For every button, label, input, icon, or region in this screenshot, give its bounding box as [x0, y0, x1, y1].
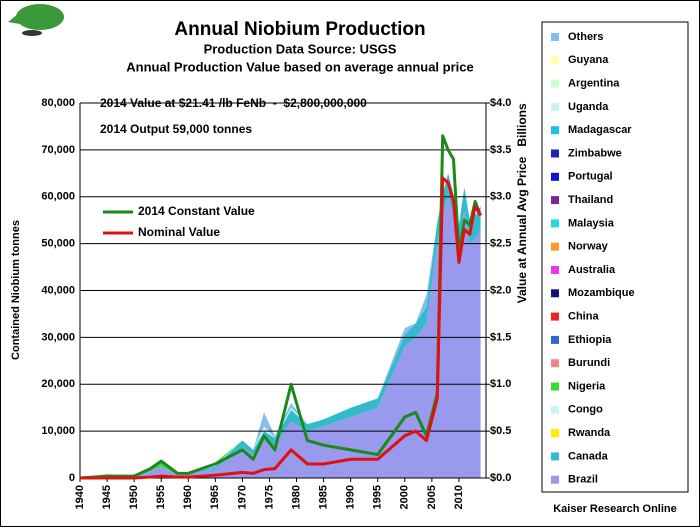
y-tick-label: 40,000 — [41, 284, 75, 296]
y-tick-label: 80,000 — [41, 97, 75, 109]
y2-tick-label: $1.5 — [490, 331, 511, 343]
legend-label: Canada — [568, 450, 609, 462]
legend-swatch — [551, 196, 559, 205]
legend-label: Uganda — [568, 101, 609, 113]
y-tick-label: 70,000 — [41, 144, 75, 156]
legend-swatch — [551, 429, 559, 438]
x-tick-label: 1995 — [372, 485, 384, 509]
y2-tick-label: $2.5 — [490, 238, 511, 250]
line — [79, 134, 482, 480]
legend-swatch — [551, 219, 559, 228]
y2-unit: Billions — [515, 103, 529, 147]
x-tick-label: 1955 — [155, 485, 167, 509]
y-tick-label: 20,000 — [41, 378, 75, 390]
legend-label: Mozambique — [568, 287, 635, 299]
y-tick-label: 0 — [69, 472, 75, 484]
legend-label: Congo — [568, 404, 603, 416]
legend-swatch — [551, 126, 559, 135]
y-axis-label: Contained Niobium tonnes — [10, 220, 22, 360]
legend-label: Australia — [568, 264, 616, 276]
legend-label: Burundi — [568, 357, 610, 369]
x-tick-label: 1965 — [209, 485, 221, 509]
line — [80, 176, 482, 480]
y2-tick-label: $3.0 — [490, 191, 511, 203]
x-tick-label: 1980 — [290, 485, 302, 509]
x-tick-label: 1960 — [182, 485, 194, 509]
legend-label: China — [568, 311, 599, 323]
y-tick-label: 30,000 — [41, 331, 75, 343]
legend-label: 2014 Constant Value — [138, 204, 255, 218]
x-tick-label: 2010 — [453, 485, 465, 509]
legend-label: Norway — [568, 241, 609, 253]
chart-title: Annual Niobium Production — [174, 19, 425, 40]
subtitle: Annual Production Value based on average… — [126, 59, 473, 74]
logo — [8, 4, 64, 36]
x-tick-label: 1940 — [74, 485, 86, 509]
legend-swatch — [551, 452, 559, 461]
subtitle: Production Data Source: USGS — [204, 41, 397, 56]
x-tick-label: 1970 — [236, 485, 248, 509]
legend-label: Zimbabwe — [568, 147, 622, 159]
legend-swatch — [551, 33, 559, 41]
y-tick-label: 10,000 — [41, 425, 75, 437]
y-tick-label: 60,000 — [41, 191, 75, 203]
area — [80, 196, 481, 478]
legend-swatch — [551, 242, 559, 251]
y2-tick-label: $0.5 — [490, 425, 511, 437]
legend-label: Portugal — [568, 171, 613, 183]
legend-swatch — [551, 405, 559, 414]
y2-tick-label: $0.0 — [490, 472, 511, 484]
y2-tick-label: $1.0 — [490, 378, 511, 390]
legend-label: Rwanda — [568, 427, 611, 439]
x-tick-label: 1945 — [101, 485, 113, 509]
x-tick-label: 2000 — [399, 485, 411, 509]
legend-swatch — [551, 172, 559, 181]
legend-label: Guyana — [568, 54, 609, 66]
legend-swatch — [551, 289, 559, 298]
legend-label: Nigeria — [568, 380, 606, 392]
legend-label: Madagascar — [568, 124, 632, 136]
x-tick-label: 1985 — [318, 485, 330, 509]
legend-swatch — [551, 312, 559, 321]
legend-swatch — [551, 335, 559, 344]
x-tick-label: 1990 — [345, 485, 357, 509]
y2-tick-label: $4.0 — [490, 97, 511, 109]
legend-label: Brazil — [568, 474, 598, 486]
y2-tick-label: $3.5 — [490, 144, 511, 156]
source: Kaiser Research Online — [553, 503, 677, 515]
legend-box — [541, 21, 689, 493]
x-tick-label: 2005 — [426, 485, 438, 509]
legend-swatch — [551, 475, 559, 484]
legend-swatch — [551, 149, 559, 158]
y2-axis-label: Value at Annual Avg Price — [515, 156, 529, 303]
legend-label: Thailand — [568, 194, 613, 206]
legend-swatch — [551, 359, 559, 368]
legend-swatch — [551, 102, 559, 111]
legend-label: Malaysia — [568, 217, 615, 229]
legend-label: Others — [568, 31, 603, 43]
legend-swatch — [551, 382, 559, 391]
x-tick-label: 1950 — [128, 485, 140, 509]
legend-swatch — [551, 56, 559, 65]
legend-label: Ethiopia — [568, 334, 612, 346]
legend-label: Nominal Value — [138, 225, 220, 239]
legend-swatch — [551, 266, 559, 274]
legend-swatch — [551, 79, 559, 88]
y-tick-label: 50,000 — [41, 238, 75, 250]
annotation: 2014 Output 59,000 tonnes — [100, 122, 252, 136]
y2-tick-label: $2.0 — [490, 284, 511, 296]
legend-label: Argentina — [568, 78, 620, 90]
x-tick-label: 1975 — [263, 485, 275, 509]
